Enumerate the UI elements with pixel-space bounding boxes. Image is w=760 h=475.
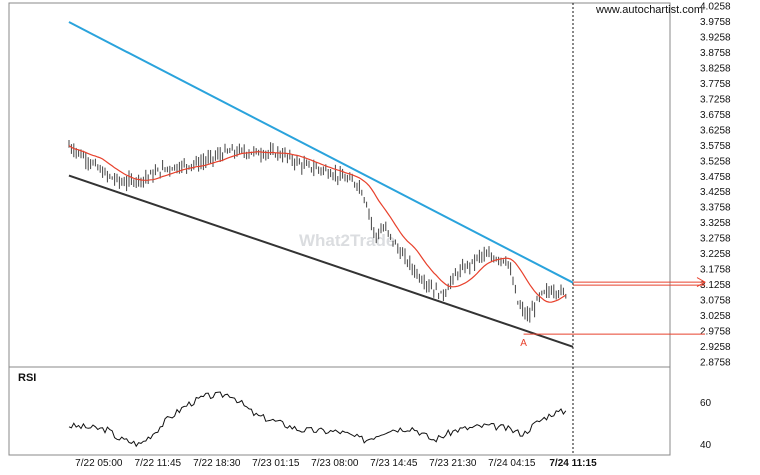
price-tick-label: 3.2258: [700, 249, 731, 260]
current-time-label: 7/24 11:15: [549, 458, 597, 469]
rsi-label: RSI: [18, 372, 36, 384]
price-tick-label: 3.2758: [700, 234, 731, 245]
price-tick-label: 3.8258: [700, 63, 731, 74]
rsi-axis: 60 40: [700, 398, 712, 451]
price-tick-label: 3.1758: [700, 265, 731, 276]
price-tick-label: 2.8758: [700, 358, 731, 369]
time-tick-label: 7/22 18:30: [193, 458, 241, 469]
chart-frame: [8, 2, 671, 456]
resistance-trendline: [68, 21, 574, 284]
price-tick-label: 3.6758: [700, 110, 731, 121]
point-a-label: A: [520, 338, 527, 349]
breakout-level: [573, 277, 707, 288]
price-tick-label: 3.6258: [700, 125, 731, 136]
price-axis: 4.0258 3.9758 3.9258 3.8758 3.8258 3.7758 3.72…: [700, 2, 731, 369]
price-tick-label: 3.3758: [700, 203, 731, 214]
time-tick-label: 7/24 04:15: [488, 458, 536, 469]
price-tick-label: 3.4758: [700, 172, 731, 183]
price-tick-label: 3.7758: [700, 79, 731, 90]
price-tick-label: 3.7258: [700, 94, 731, 105]
price-bars: [68, 140, 567, 323]
price-tick-label: 2.9758: [700, 327, 731, 338]
time-tick-label: 7/22 05:00: [75, 458, 123, 469]
time-tick-label: 7/23 21:30: [429, 458, 477, 469]
price-tick-label: 3.8758: [700, 48, 731, 59]
rsi-line: [68, 391, 567, 448]
time-axis: 7/22 05:00 7/22 11:45 7/22 18:30 7/23 01:15…: [75, 458, 536, 469]
rsi-tick-label: 60: [700, 398, 712, 409]
time-tick-label: 7/22 11:45: [135, 458, 182, 469]
price-tick-label: 3.9758: [700, 17, 731, 28]
point-a-marker: A: [520, 333, 705, 349]
watermark-text: www.autochartist.com: [595, 4, 703, 16]
price-tick-label: 3.3258: [700, 218, 731, 229]
support-trendline: [68, 174, 574, 348]
price-tick-label: 3.0758: [700, 296, 731, 307]
rsi-tick-label: 40: [700, 440, 712, 451]
price-tick-label: 3.0258: [700, 311, 731, 322]
price-tick-label: 2.9258: [700, 342, 731, 353]
price-tick-label: 3.9258: [700, 32, 731, 43]
price-tick-label: 3.4258: [700, 187, 731, 198]
price-tick-label: 3.5758: [700, 141, 731, 152]
time-tick-label: 7/23 14:45: [370, 458, 418, 469]
price-tick-label: 4.0258: [700, 2, 731, 13]
time-tick-label: 7/23 01:15: [252, 458, 300, 469]
price-tick-label: 3.1258: [700, 280, 731, 291]
arrow-icon: [696, 277, 707, 288]
time-tick-label: 7/23 08:00: [311, 458, 359, 469]
moving-average-line: [68, 145, 567, 303]
price-tick-label: 3.5258: [700, 156, 731, 167]
center-watermark: What2Trade: [299, 231, 395, 250]
